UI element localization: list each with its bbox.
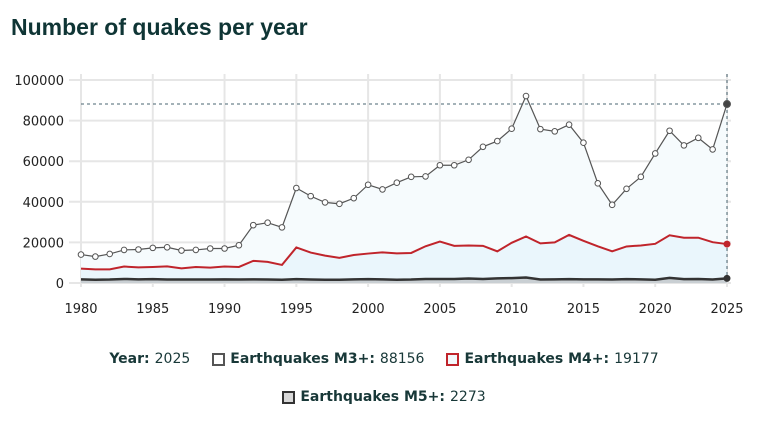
x-tick-label: 1990	[208, 302, 241, 317]
m5-point	[723, 274, 731, 282]
m3-point	[206, 245, 214, 252]
legend-m5-swatch	[282, 390, 296, 404]
m3-point	[321, 199, 329, 206]
m3-point	[666, 127, 673, 135]
m3-point	[106, 250, 114, 258]
m3-point	[178, 247, 185, 254]
m3-point	[608, 201, 616, 209]
legend-m5-label: Earthquakes M5+:	[300, 389, 445, 405]
m3-point	[651, 150, 659, 157]
m5-line	[80, 276, 728, 282]
y-tick-label: 40000	[23, 196, 64, 211]
legend-m3-value: 88156	[379, 351, 425, 367]
m3-point	[264, 219, 271, 227]
legend-m3[interactable]: Earthquakes M3+: 88156	[212, 351, 424, 367]
legend-year-value: 2025	[154, 351, 191, 367]
m3-line	[80, 94, 728, 258]
m3-point	[249, 221, 257, 229]
m3-point	[694, 134, 702, 142]
m3-point	[422, 173, 429, 180]
legend-m5-value: 2273	[450, 389, 486, 405]
x-tick-label: 2025	[710, 302, 743, 317]
x-tick-label: 2020	[639, 302, 672, 317]
m3-point	[522, 92, 530, 100]
m3-point	[580, 139, 587, 147]
legend-year: Year: 2025	[109, 351, 190, 367]
m3-point	[450, 161, 458, 169]
chart-plot[interactable]: 0 20000 40000 60000 80000 100000 1980 1985 1990 1…	[0, 0, 768, 340]
m3-point	[293, 184, 300, 192]
legend-m4-value: 19177	[614, 351, 659, 367]
m3-point	[221, 245, 228, 252]
m3-point	[479, 143, 487, 151]
m3-point	[120, 246, 128, 254]
m3-point	[364, 181, 372, 189]
m4-point	[723, 240, 731, 248]
m4-area	[81, 234, 727, 283]
y-tick-label: 80000	[23, 115, 64, 130]
m3-point	[407, 173, 415, 181]
m3-point	[551, 128, 559, 135]
y-tick-label: 0	[56, 277, 64, 292]
m3-point	[565, 121, 573, 128]
m3-point	[307, 192, 314, 200]
x-tick-label: 2000	[352, 302, 385, 317]
chart-title: Number of quakes per year	[11, 14, 308, 40]
m3-point	[494, 137, 501, 145]
x-tick-label: 1995	[280, 302, 313, 317]
m3-point	[278, 224, 286, 231]
legend-row-1: Year: 2025 Earthquakes M3+: 88156 Earthq…	[0, 351, 768, 367]
m3-point	[135, 246, 142, 253]
legend-m4[interactable]: Earthquakes M4+: 19177	[446, 351, 659, 367]
m3-point	[92, 253, 99, 260]
legend-year-label: Year:	[109, 351, 150, 367]
legend-m4-label: Earthquakes M4+:	[464, 351, 610, 367]
x-tick-label: 1980	[64, 302, 97, 317]
m3-point	[163, 243, 171, 251]
m3-point	[379, 186, 386, 193]
m3-point	[350, 194, 358, 202]
m3-point	[723, 100, 731, 109]
m3-point	[235, 241, 243, 249]
m3-point	[680, 142, 688, 149]
y-tick-label: 60000	[23, 155, 64, 170]
m3-point	[393, 179, 401, 187]
m3-point	[594, 180, 602, 187]
m3-point	[436, 161, 444, 169]
m3-point	[336, 200, 343, 208]
legend-m3-label: Earthquakes M3+:	[230, 351, 375, 367]
m3-point	[623, 185, 630, 193]
legend-m3-swatch	[212, 352, 226, 366]
m3-point	[465, 156, 472, 164]
m3-point	[192, 246, 200, 254]
x-tick-label: 1985	[136, 302, 169, 317]
m4-line	[80, 233, 728, 271]
x-tick-label: 2010	[495, 302, 528, 317]
m3-point	[537, 125, 544, 133]
m3-point	[77, 251, 85, 258]
x-tick-label: 2005	[423, 302, 456, 317]
m3-point	[637, 173, 645, 181]
m3-point	[709, 146, 716, 153]
legend-m5[interactable]: Earthquakes M5+: 2273	[282, 389, 486, 405]
legend-row-2: Earthquakes M5+: 2273	[0, 389, 768, 405]
m3-point	[508, 125, 515, 133]
x-tick-label: 2015	[567, 302, 600, 317]
legend-m4-swatch	[446, 352, 460, 366]
m3-point	[149, 244, 157, 252]
y-tick-label: 100000	[14, 74, 64, 89]
y-tick-label: 20000	[23, 236, 64, 251]
